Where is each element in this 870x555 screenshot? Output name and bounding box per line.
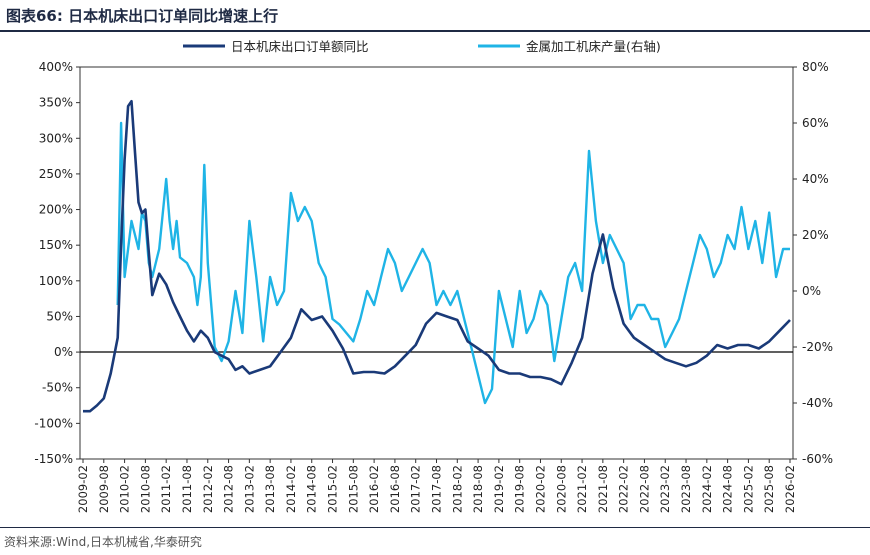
legend-item-orders-label: 日本机床出口订单额同比: [231, 39, 369, 54]
title-bar: 图表66: 日本机床出口订单同比增速上行: [0, 0, 870, 30]
x-tick-label: 2017-02: [409, 465, 423, 513]
source-rule: [0, 527, 870, 528]
y2-tick-label: -40%: [802, 396, 833, 410]
x-tick-label: 2020-02: [533, 465, 547, 513]
x-tick-label: 2011-08: [180, 465, 194, 513]
x-tick-label: 2016-08: [388, 465, 402, 513]
figure-title: 图表66: 日本机床出口订单同比增速上行: [6, 7, 279, 25]
y-tick-label: 350%: [39, 96, 73, 110]
x-tick-label: 2011-02: [159, 465, 173, 513]
y2-tick-label: 40%: [802, 172, 829, 186]
y-tick-label: 150%: [39, 238, 73, 252]
x-tick-label: 2013-08: [263, 465, 277, 513]
series-line-orders: [83, 99, 791, 413]
x-tick-label: 2014-08: [305, 465, 319, 513]
x-tick-label: 2018-02: [450, 465, 464, 513]
x-tick-label: 2019-08: [513, 465, 527, 513]
x-tick-label: 2009-02: [76, 465, 90, 513]
x-tick-label: 2022-08: [637, 465, 651, 513]
x-tick-label: 2010-08: [138, 465, 152, 513]
y-tick-label: 400%: [39, 60, 73, 74]
x-tick-label: 2018-08: [471, 465, 485, 513]
x-tick-label: 2012-02: [201, 465, 215, 513]
title-rule: [0, 30, 870, 32]
x-tick-label: 2015-08: [346, 465, 360, 513]
x-tick-label: 2019-02: [492, 465, 506, 513]
x-tick-label: 2024-02: [700, 465, 714, 513]
y2-tick-label: 80%: [802, 60, 829, 74]
x-axis: 2009-02 2009-08 2010-02 2010-08 2011-02 2011-…: [76, 459, 797, 513]
y2-tick-label: 0%: [802, 284, 821, 298]
x-tick-label: 2025-08: [762, 465, 776, 513]
x-tick-label: 2013-02: [242, 465, 256, 513]
y2-tick-label: -20%: [802, 340, 833, 354]
y-tick-label: -100%: [34, 416, 73, 430]
series-line-production: [116, 121, 790, 405]
x-tick-label: 2009-08: [97, 465, 111, 513]
x-tick-label: 2026-02: [783, 465, 797, 513]
y-tick-label: 50%: [46, 309, 73, 323]
x-tick-label: 2022-02: [617, 465, 631, 513]
y2-tick-label: 20%: [802, 228, 829, 242]
x-tick-label: 2010-02: [118, 465, 132, 513]
x-tick-label: 2016-02: [367, 465, 381, 513]
y-tick-label: 0%: [54, 345, 73, 359]
x-tick-label: 2015-02: [326, 465, 340, 513]
x-tick-label: 2021-02: [575, 465, 589, 513]
source-note: 资料来源:Wind,日本机械省,华泰研究: [4, 535, 202, 549]
x-tick-label: 2023-02: [658, 465, 672, 513]
x-tick-label: 2012-08: [222, 465, 236, 513]
x-tick-label: 2025-02: [741, 465, 755, 513]
series-group: [83, 99, 791, 413]
x-tick-label: 2023-08: [679, 465, 693, 513]
y-tick-label: 300%: [39, 131, 73, 145]
y2-tick-label: 60%: [802, 116, 829, 130]
x-tick-label: 2021-08: [596, 465, 610, 513]
y-tick-label: 250%: [39, 167, 73, 181]
y-tick-label: -50%: [42, 381, 73, 395]
y-axis-right: 80% 60% 40% 20% 0% -20% -40% -60%: [793, 60, 833, 466]
legend-item-production-label: 金属加工机床产量(右轴): [526, 39, 661, 54]
x-tick-label: 2024-08: [721, 465, 735, 513]
chart-area: 400% 350% 300% 250% 200% 150% 100% 50% 0% -50% -10…: [34, 39, 833, 513]
y-tick-label: 200%: [39, 203, 73, 217]
y-axis-left: 400% 350% 300% 250% 200% 150% 100% 50% 0% -50% -10…: [34, 60, 80, 466]
y2-tick-label: -60%: [802, 452, 833, 466]
legend: 日本机床出口订单额同比 金属加工机床产量(右轴): [183, 39, 661, 54]
y-tick-label: 100%: [39, 274, 73, 288]
x-tick-label: 2014-02: [284, 465, 298, 513]
y-tick-label: -150%: [34, 452, 73, 466]
x-tick-label: 2017-08: [430, 465, 444, 513]
x-tick-label: 2020-08: [554, 465, 568, 513]
